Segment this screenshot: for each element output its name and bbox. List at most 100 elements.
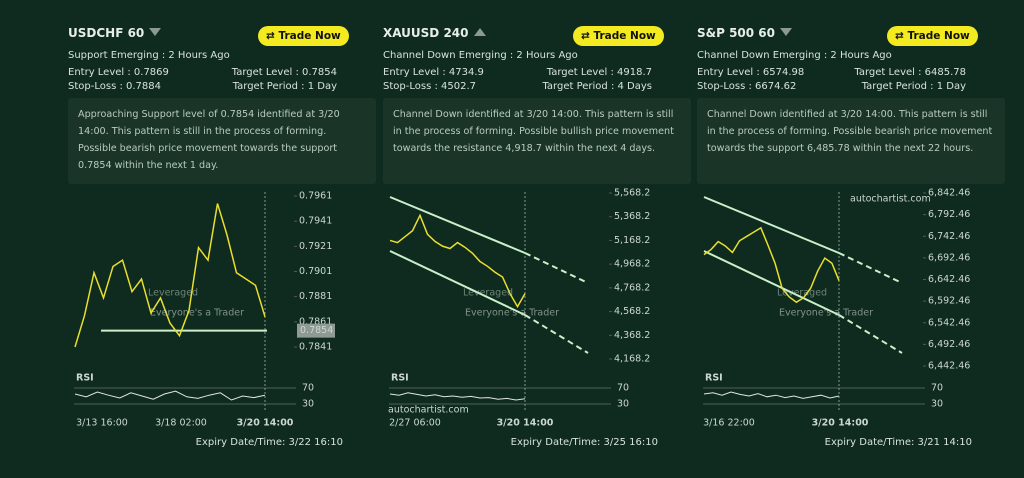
source: autochartist.com xyxy=(388,405,469,416)
y-tick-label: 0.7861 xyxy=(299,316,332,327)
swap-icon: ⇄ xyxy=(581,30,594,42)
watermark-tagline: Everyone's a Trader xyxy=(465,308,559,319)
channel-top xyxy=(703,196,840,254)
y-tick-label: 6,442.46 xyxy=(928,361,970,372)
y-tick-label: 4,368.2 xyxy=(614,330,650,341)
watermark-brand: Leveraged xyxy=(463,288,513,299)
y-tick-label: 6,842.46 xyxy=(928,188,970,199)
y-tick-label: 0.7901 xyxy=(299,266,332,277)
x-tick-label: 3/20 14:00 xyxy=(497,418,554,429)
y-tick-label: 0.7841 xyxy=(299,342,332,353)
direction-icon xyxy=(149,28,162,36)
entry-level: Entry Level : 0.7869 xyxy=(68,67,169,78)
target-level: Target Level : 6485.78 xyxy=(854,67,966,78)
rsi-tick-label: 30 xyxy=(302,399,314,410)
pattern: Channel Down Emerging : 2 Hours Ago xyxy=(383,50,578,61)
x-tick-label: 3/13 16:00 xyxy=(76,418,128,429)
y-tick-label: 4,568.2 xyxy=(614,306,650,317)
y-tick-label: 0.7961 xyxy=(299,191,332,202)
rsi-line xyxy=(703,391,840,399)
trade-now-button[interactable]: ⇄ Trade Now xyxy=(573,26,664,46)
trade-now-button[interactable]: ⇄ Trade Now xyxy=(258,26,349,46)
button-text: Trade Now xyxy=(907,30,970,42)
target-period: Target Period : 4 Days xyxy=(542,81,652,92)
channel-top xyxy=(389,196,526,254)
y-tick-label: 0.7941 xyxy=(299,216,332,227)
y-tick-label: 6,642.46 xyxy=(928,274,970,285)
rsi-tick-label: 70 xyxy=(302,383,314,394)
x-tick-label: 3/16 22:00 xyxy=(703,418,755,429)
expiry: Expiry Date/Time: 3/25 16:10 xyxy=(510,437,658,448)
target-level: Target Level : 4918.7 xyxy=(546,67,652,78)
button-text: Trade Now xyxy=(593,30,656,42)
price-line xyxy=(703,226,840,304)
entry-level: Entry Level : 4734.9 xyxy=(383,67,484,78)
channel-top-proj xyxy=(524,252,589,284)
pattern: Support Emerging : 2 Hours Ago xyxy=(68,50,230,61)
target-level: Target Level : 0.7854 xyxy=(231,67,337,78)
channel-bot-proj xyxy=(524,314,589,354)
pattern: Channel Down Emerging : 2 Hours Ago xyxy=(697,50,892,61)
description: Channel Down identified at 3/20 14:00. T… xyxy=(383,98,691,184)
y-tick-label: 5,168.2 xyxy=(614,235,650,246)
description: Approaching Support level of 0.7854 iden… xyxy=(68,98,376,184)
rsi-tick-label: 70 xyxy=(931,383,943,394)
rsi-line xyxy=(389,392,526,401)
channel-bot-proj xyxy=(838,314,903,354)
stop-loss: Stop-Loss : 0.7884 xyxy=(68,81,161,92)
y-tick-label: 0.7881 xyxy=(299,291,332,302)
y-tick-label: 6,542.46 xyxy=(928,317,970,328)
y-tick-label: 5,368.2 xyxy=(614,211,650,222)
symbol: USDCHF 60 xyxy=(68,26,162,40)
rsi-label: RSI xyxy=(705,373,723,384)
y-tick-label: 4,968.2 xyxy=(614,259,650,270)
y-tick-label: 6,692.46 xyxy=(928,252,970,263)
y-tick-label: 5,568.2 xyxy=(614,188,650,199)
channel-bot xyxy=(389,250,526,316)
price-line xyxy=(74,203,266,348)
y-tick-label: 4,168.2 xyxy=(614,354,650,365)
source: autochartist.com xyxy=(850,194,931,205)
expiry: Expiry Date/Time: 3/22 16:10 xyxy=(195,437,343,448)
symbol: XAUUSD 240 xyxy=(383,26,487,40)
expiry: Expiry Date/Time: 3/21 14:10 xyxy=(824,437,972,448)
rsi-tick-label: 30 xyxy=(617,399,629,410)
channel-bot xyxy=(703,250,840,316)
direction-icon xyxy=(780,28,793,36)
price-line xyxy=(389,213,526,309)
swap-icon: ⇄ xyxy=(895,30,908,42)
target-period: Target Period : 1 Day xyxy=(232,81,337,92)
x-tick-label: 3/18 02:00 xyxy=(155,418,207,429)
button-text: Trade Now xyxy=(278,30,341,42)
symbol: S&P 500 60 xyxy=(697,26,793,40)
rsi-label: RSI xyxy=(76,373,94,384)
trade-now-button[interactable]: ⇄ Trade Now xyxy=(887,26,978,46)
x-tick-label: 3/20 14:00 xyxy=(812,418,869,429)
swap-icon: ⇄ xyxy=(266,30,279,42)
y-tick-label: 6,792.46 xyxy=(928,209,970,220)
y-tick-label: 0.7921 xyxy=(299,241,332,252)
channel-top-proj xyxy=(838,252,903,284)
rsi-tick-label: 70 xyxy=(617,383,629,394)
watermark-brand: Leveraged xyxy=(148,288,198,299)
level-label: 0.7854 xyxy=(300,325,333,336)
y-tick-label: 6,492.46 xyxy=(928,339,970,350)
watermark-tagline: Everyone's a Trader xyxy=(150,308,244,319)
watermark-tagline: Everyone's a Trader xyxy=(779,308,873,319)
target-period: Target Period : 1 Day xyxy=(861,81,966,92)
x-tick-label: 2/27 06:00 xyxy=(389,418,441,429)
rsi-line xyxy=(74,390,266,401)
direction-icon xyxy=(473,28,486,36)
stop-loss: Stop-Loss : 4502.7 xyxy=(383,81,476,92)
stop-loss: Stop-Loss : 6674.62 xyxy=(697,81,797,92)
rsi-label: RSI xyxy=(391,373,409,384)
y-tick-label: 6,742.46 xyxy=(928,231,970,242)
level-box xyxy=(297,323,335,338)
x-tick-label: 3/20 14:00 xyxy=(237,418,294,429)
y-tick-label: 6,592.46 xyxy=(928,296,970,307)
entry-level: Entry Level : 6574.98 xyxy=(697,67,805,78)
y-tick-label: 4,768.2 xyxy=(614,282,650,293)
description: Channel Down identified at 3/20 14:00. T… xyxy=(697,98,1005,184)
